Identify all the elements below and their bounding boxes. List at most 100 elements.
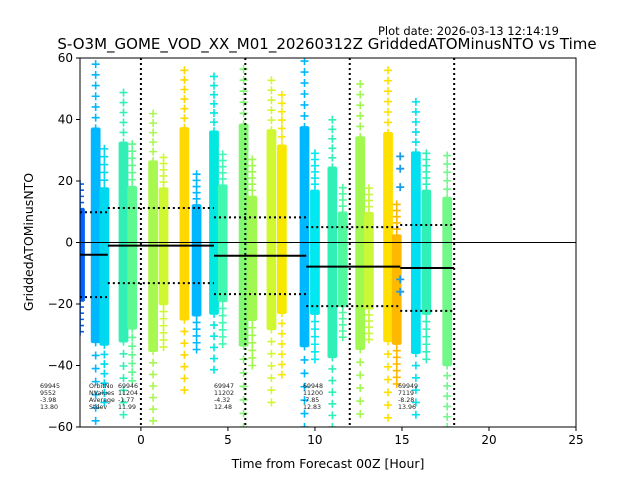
y-tick-label: −20	[48, 297, 73, 311]
x-tick-label: 20	[481, 433, 496, 447]
data-point	[267, 398, 276, 407]
data-point	[91, 377, 100, 386]
data-point	[422, 347, 431, 356]
scan-strip-7	[179, 66, 190, 395]
data-point	[300, 396, 309, 405]
scan-strip-1	[90, 60, 101, 425]
data-point	[210, 90, 219, 99]
scan-strip-body	[421, 190, 432, 315]
data-point	[384, 97, 393, 106]
scan-strip-16	[310, 149, 320, 364]
data-point	[356, 133, 365, 142]
data-point	[91, 92, 100, 101]
data-point	[443, 392, 452, 401]
scan-strip-11	[238, 65, 249, 427]
scan-strip-body	[355, 137, 366, 350]
data-point	[411, 349, 420, 358]
data-point	[91, 102, 100, 111]
data-point	[300, 355, 309, 364]
data-point	[128, 175, 137, 184]
orbit-number: 69947	[214, 383, 234, 390]
data-point	[180, 327, 189, 336]
x-tick-label: 0	[137, 433, 145, 447]
data-point	[384, 107, 393, 116]
scan-strip-body	[337, 212, 348, 307]
data-point	[411, 373, 420, 382]
scan-strip-body	[99, 188, 110, 345]
data-point	[248, 338, 257, 347]
data-point	[80, 303, 84, 312]
scan-strip-body	[364, 212, 374, 309]
data-point	[248, 346, 257, 355]
data-point	[80, 180, 84, 189]
orbit-number: 69946	[118, 383, 138, 390]
data-point	[356, 371, 365, 380]
orbit-number: 69948	[303, 383, 323, 390]
data-point	[180, 104, 189, 113]
outlier-point	[396, 152, 405, 161]
scan-strip-body	[238, 124, 249, 346]
data-point	[128, 342, 137, 351]
data-point	[356, 345, 365, 354]
data-point	[192, 345, 201, 354]
data-point	[218, 325, 227, 334]
data-point	[277, 124, 286, 133]
scan-strip-17	[327, 115, 338, 427]
data-point	[210, 81, 219, 90]
y-tick-label: 0	[65, 236, 73, 250]
stat-header-label: Average	[89, 397, 115, 404]
data-point	[100, 398, 109, 407]
scan-strip-4	[127, 140, 138, 385]
data-point	[91, 416, 100, 425]
data-point	[80, 198, 84, 207]
data-point	[80, 192, 84, 201]
scan-strip-24	[421, 149, 432, 364]
data-point	[119, 386, 128, 395]
data-point	[277, 141, 286, 150]
data-point	[91, 70, 100, 79]
data-point	[149, 119, 158, 128]
data-point	[128, 350, 137, 359]
average-value: -7.85	[303, 397, 319, 404]
data-point	[239, 395, 248, 404]
data-point	[80, 327, 84, 336]
data-point	[91, 351, 100, 360]
data-point	[310, 347, 319, 356]
data-point	[239, 355, 248, 364]
data-point	[80, 186, 84, 195]
scan-strip-body	[217, 185, 228, 302]
data-point	[180, 362, 189, 371]
data-point	[119, 138, 128, 147]
data-point	[384, 128, 393, 137]
data-point	[100, 379, 109, 388]
scan-strip-18	[337, 183, 348, 342]
data-point	[384, 337, 393, 346]
data-point	[328, 115, 337, 124]
x-tick-label: 25	[568, 433, 583, 447]
data-point	[149, 147, 158, 156]
scan-strip-14	[277, 90, 287, 379]
data-point	[149, 109, 158, 118]
data-point	[218, 311, 227, 320]
data-point	[328, 364, 337, 373]
data-point	[149, 128, 158, 137]
data-point	[239, 109, 248, 118]
data-point	[91, 390, 100, 399]
data-point	[128, 368, 137, 377]
data-point	[119, 398, 128, 407]
nvalues: 11200	[303, 390, 323, 397]
scan-strip-15	[299, 58, 310, 427]
data-point	[149, 347, 158, 356]
data-point	[422, 332, 431, 341]
data-point	[159, 328, 168, 337]
outlier-point	[396, 183, 405, 192]
outlier-point	[396, 275, 405, 284]
data-point	[443, 423, 452, 427]
data-point	[180, 339, 189, 348]
data-point	[411, 398, 420, 407]
scatter-points	[80, 58, 453, 427]
data-point	[218, 304, 227, 313]
